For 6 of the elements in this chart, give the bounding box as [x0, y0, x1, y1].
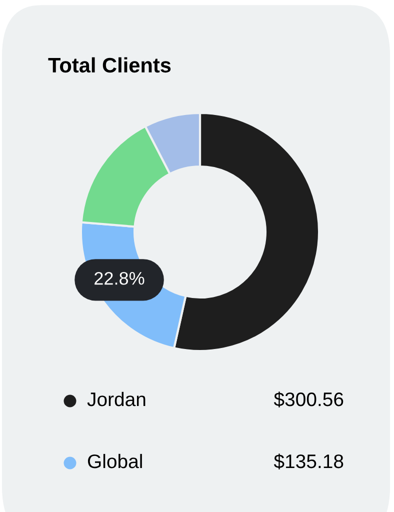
data-label: 22.8% [94, 272, 144, 285]
legend-label: Global [88, 454, 142, 468]
text: $135.18 [274, 454, 344, 470]
chart-title: Total Clients [48, 57, 171, 73]
legend-label: Jordan [87, 392, 146, 406]
text: $300.56 [274, 392, 344, 408]
